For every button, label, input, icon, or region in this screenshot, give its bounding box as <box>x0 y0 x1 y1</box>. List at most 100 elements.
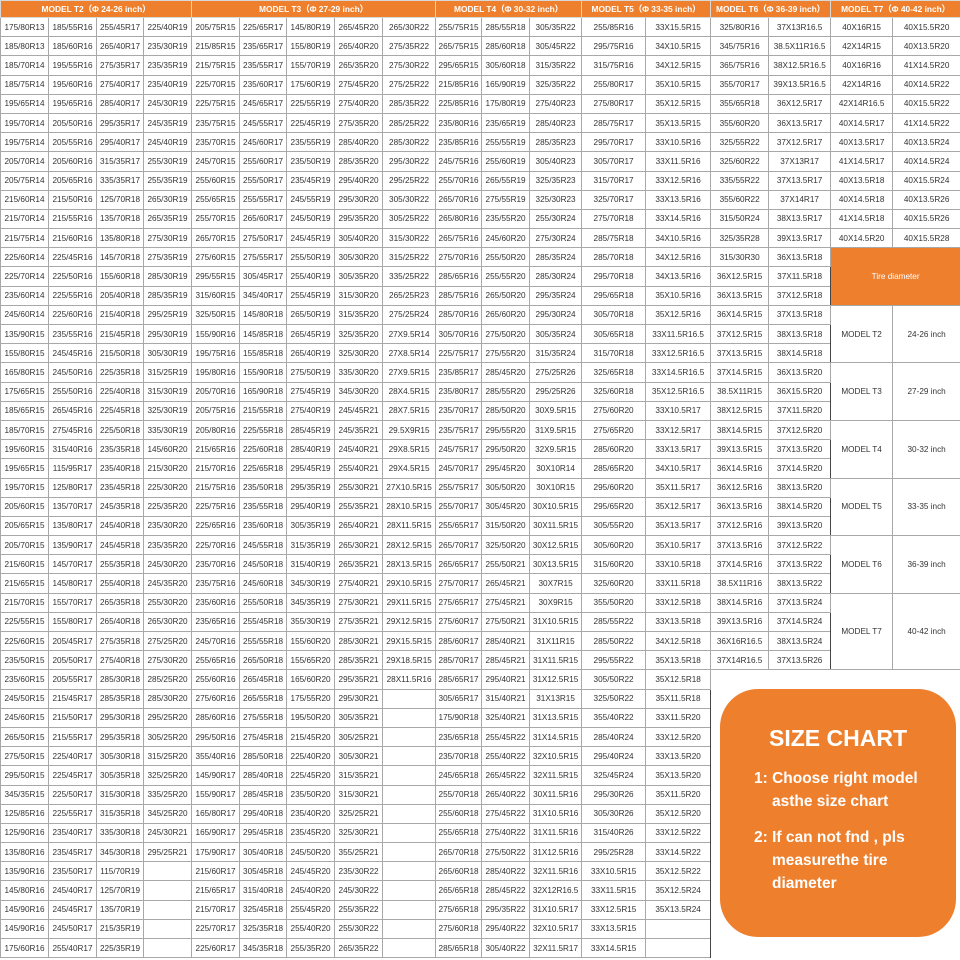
tire-size-cell: 225/60R16 <box>48 304 97 326</box>
tire-size-cell: 255/40R18 <box>96 573 144 594</box>
table-row: 205/75R14 205/65R16 335/35R17 255/35R19 255/… <box>0 170 960 191</box>
tire-size-cell: 305/45R22 <box>529 36 583 57</box>
tire-size-cell: 225/35R19 <box>96 937 144 959</box>
tire-size-cell: 36X16R16.5 <box>710 630 770 652</box>
tire-size-cell: 35X13.5R15 <box>645 112 712 134</box>
table-row: 175/60R16 255/40R17 225/35R19 225/60R17 345/… <box>0 937 960 959</box>
tire-size-cell: 285/35R21 <box>334 650 384 671</box>
tire-size-cell: 265/40R17 <box>96 36 144 57</box>
table-row: 195/65R15 115/95R17 235/40R18 215/30R20 215/… <box>0 458 960 479</box>
tire-size-cell: 235/70R18 <box>435 746 483 767</box>
tire-size-cell: 285/35R22 <box>382 93 437 114</box>
tire-size-cell: 40X16R16 <box>830 55 894 76</box>
tire-size-cell: 285/35R19 <box>142 285 193 306</box>
tire-size-cell: 235/30R20 <box>142 515 193 537</box>
tire-size-cell: 175/90R17 <box>191 842 241 863</box>
tire-size-cell: 205/75R15 <box>191 16 241 38</box>
tire-size-cell: 285/45R19 <box>286 419 336 441</box>
tire-size-cell: 235/55R19 <box>286 132 336 153</box>
tire-size-cell <box>142 937 193 959</box>
tire-size-cell: 175/60R19 <box>286 74 336 95</box>
tire-size-cell: 225/50R16 <box>48 266 97 287</box>
tire-size-cell: 245/60R14 <box>0 304 49 326</box>
tire-size-cell: 295/55R22 <box>581 650 647 671</box>
tire-size-cell: 275/60R20 <box>581 400 647 421</box>
table-row: 185/70R14 195/55R16 275/35R17 235/35R19 215/… <box>0 55 960 76</box>
tire-size-cell: 255/35R19 <box>142 170 193 191</box>
tire-size-cell: 205/75R14 <box>0 170 49 191</box>
tire-size-cell: 325/45R24 <box>581 765 647 786</box>
tire-size-cell: 275/70R17 <box>435 573 483 594</box>
tire-size-cell: 205/65R15 <box>0 515 49 537</box>
tire-size-cell: 38X13.5R17 <box>768 208 832 230</box>
tire-size-cell: 295/65R20 <box>581 496 647 517</box>
tire-size-cell: 305/45R18 <box>239 861 288 882</box>
tire-size-cell: 305/35R24 <box>529 323 583 345</box>
header-model-t7: MODEL T7（Φ 40-42 inch） <box>830 0 960 18</box>
tire-size-cell: 295/30R26 <box>581 784 647 805</box>
tire-size-cell: 33X15.5R15 <box>645 16 712 38</box>
table-row: 235/60R15 205/55R17 285/30R18 285/25R20 255/… <box>0 669 960 958</box>
tire-size-cell: 265/75R15 <box>435 36 483 57</box>
tire-size-cell: 295/45R18 <box>239 822 288 844</box>
tire-size-cell: 40X13.5R18 <box>830 170 894 191</box>
table-row: 215/60R15 145/70R17 255/35R18 245/30R20 235/… <box>0 554 960 575</box>
legend-model: MODEL T2 <box>830 304 894 364</box>
tire-size-cell: 285/30R21 <box>334 630 384 652</box>
tire-size-cell: 40X13.5R24 <box>892 132 960 153</box>
tire-size-cell: 255/30R20 <box>142 592 193 613</box>
card-step-2-line-2: measurethe tire <box>772 852 888 869</box>
tire-size-cell: 235/40R20 <box>286 803 336 824</box>
tire-size-cell: 35X12.5R18 <box>645 669 712 690</box>
tire-size-cell: 115/70R19 <box>96 861 144 882</box>
tire-size-cell: 235/85R16 <box>435 132 483 153</box>
tire-size-cell: 305/35R22 <box>529 16 583 38</box>
table-row: 155/80R15 245/45R16 215/50R18 305/30R19 195/… <box>0 343 960 364</box>
tire-size-cell: 155/80R17 <box>48 611 97 633</box>
tire-size-cell: 315/60R20 <box>581 554 647 575</box>
tire-size-cell: 175/80R19 <box>481 93 531 114</box>
tire-size-cell: 135/80R16 <box>0 842 49 863</box>
tire-size-cell: 275/35R22 <box>382 36 437 57</box>
tire-size-cell: 275/50R20 <box>481 323 531 345</box>
tire-size-cell: 245/70R16 <box>191 630 241 652</box>
tire-size-cell: 34X10.5R17 <box>645 458 712 479</box>
tire-size-cell: 215/55R16 <box>48 208 97 230</box>
tire-size-cell: 245/30R22 <box>334 880 384 901</box>
tire-size-cell: 38X14.5R15 <box>710 419 770 441</box>
tire-size-cell: 205/75R16 <box>191 400 241 421</box>
tire-size-cell: 37X14.5R15 <box>710 362 770 383</box>
tire-size-cell: 235/45R20 <box>286 822 336 844</box>
table-row: 195/70R14 205/50R16 295/35R17 245/35R19 235/… <box>0 112 960 134</box>
tire-size-cell: 225/75R16 <box>191 496 241 517</box>
legend-range: 24-26 inch <box>892 304 960 364</box>
table-row: 185/80R13 185/60R16 265/40R17 235/30R19 215/… <box>0 36 960 57</box>
tire-size-cell: 315/35R19 <box>286 535 336 556</box>
tire-size-cell: 185/70R14 <box>0 55 49 76</box>
tire-size-cell: 32X10.5R15 <box>529 746 583 767</box>
tire-size-cell: 38X13.5R24 <box>768 630 832 652</box>
tire-size-cell: 335/30R18 <box>96 822 144 844</box>
tire-size-cell: 235/75R15 <box>191 112 241 134</box>
tire-size-cell: 33X12.5R17 <box>645 419 712 441</box>
table-row: 275/50R15 225/40R17 305/30R18 315/25R20 355/… <box>0 746 960 767</box>
tire-size-cell: 355/40R16 <box>191 746 241 767</box>
tire-size-cell: 195/65R14 <box>0 93 49 114</box>
tire-size-cell: 215/45R18 <box>96 323 144 345</box>
table-row: 205/70R15 135/90R17 245/45R18 235/35R20 225/… <box>0 535 960 594</box>
tire-size-cell: 225/45R18 <box>96 400 144 421</box>
tire-size-cell: 325/40R21 <box>481 707 531 728</box>
tire-size-cell: 275/45R21 <box>481 592 531 613</box>
tire-size-cell: 295/35R22 <box>481 899 531 920</box>
tire-size-cell: 35X12.5R15 <box>645 93 712 114</box>
tire-size-cell: 315/30R30 <box>710 247 770 268</box>
tire-size-cell: 30X9.5R15 <box>529 400 583 421</box>
tire-size-cell: 33X12.5R18 <box>645 592 712 613</box>
tire-size-cell: 275/65R20 <box>581 419 647 441</box>
tire-size-cell: 33X14.5R22 <box>645 842 712 863</box>
tire-size-cell: 135/80R17 <box>48 515 97 537</box>
tire-size-cell: 36X13.5R17 <box>768 112 832 134</box>
tire-size-cell: 235/60R18 <box>239 515 288 537</box>
tire-size-cell: 325/30R23 <box>529 189 583 210</box>
tire-size-cell: 305/35R19 <box>286 515 336 537</box>
